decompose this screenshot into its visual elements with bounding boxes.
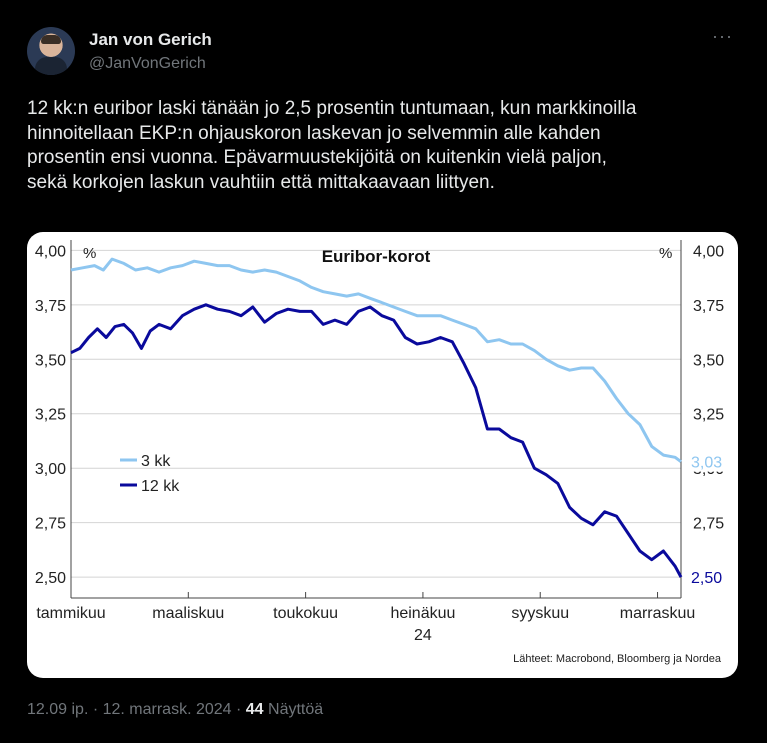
chart-title: Euribor-korot — [322, 247, 431, 266]
separator: · — [231, 701, 246, 718]
author-avatar[interactable] — [27, 27, 75, 75]
y-tick-label-left: 3,50 — [35, 352, 66, 369]
source-note: Lähteet: Macrobond, Bloomberg ja Nordea — [513, 653, 722, 665]
x-tick-label: syyskuu — [511, 605, 569, 622]
x-tick-label: maaliskuu — [152, 605, 224, 622]
x-tick-label: toukokuu — [273, 605, 338, 622]
x-tick-label: marraskuu — [620, 605, 696, 622]
y-tick-label-left: 2,75 — [35, 516, 66, 533]
x-tick-sublabel: 24 — [414, 627, 432, 644]
y-tick-label-left: 3,25 — [35, 407, 66, 424]
end-label: 2,50 — [691, 570, 722, 587]
y-tick-label-right: 3,50 — [693, 352, 724, 369]
y-tick-label-right: 3,25 — [693, 407, 724, 424]
legend-label: 12 kk — [141, 478, 180, 495]
end-label-bg — [685, 449, 729, 472]
y-tick-label-left: 3,75 — [35, 298, 66, 315]
y-tick-label-right: 4,00 — [693, 243, 724, 260]
views-count: 44 — [245, 701, 264, 718]
unit-right: % — [659, 245, 672, 262]
legend-label: 3 kk — [141, 453, 171, 470]
chart-image-card[interactable]: 4,004,003,753,753,503,503,253,253,003,00… — [27, 232, 738, 678]
author-handle[interactable]: @JanVonGerich — [89, 55, 206, 72]
more-horizontal-icon[interactable]: ··· — [712, 26, 733, 46]
views-label: Näyttöä — [263, 701, 324, 718]
end-label-bg — [685, 565, 729, 588]
y-tick-label-left: 3,00 — [35, 461, 66, 478]
series-line-12-kk — [70, 303, 683, 578]
end-label: 3,03 — [691, 455, 722, 472]
tweet-line: 12 kk:n euribor laski tänään jo 2,5 pros… — [27, 98, 637, 119]
series-line-3-kk — [70, 257, 682, 463]
y-tick-label-left: 2,50 — [35, 570, 66, 587]
author-name[interactable]: Jan von Gerich — [89, 30, 212, 49]
x-tick-label: tammikuu — [36, 605, 105, 622]
tweet-meta: 12.09 ip. · 12. marrask. 2024 · 44 Näytt… — [27, 701, 323, 719]
separator: · — [88, 701, 103, 718]
y-tick-label-left: 4,00 — [35, 243, 66, 260]
tweet-line: hinnoitellaan EKP:n ohjauskoron laskevan… — [27, 122, 601, 144]
tweet-date[interactable]: 12. marrask. 2024 — [102, 701, 232, 718]
tweet-text: 12 kk:n euribor laski tänään jo 2,5 pros… — [27, 97, 747, 195]
tweet-line: prosentin ensi vuonna. Epävarmuustekijöi… — [27, 147, 607, 168]
tweet-line: sekä korkojen laskun vauhtiin että mitta… — [27, 171, 495, 193]
avatar-hair — [41, 35, 61, 44]
x-tick-label: heinäkuu — [390, 605, 455, 622]
avatar-suit — [35, 57, 67, 75]
tweet-time[interactable]: 12.09 ip. — [27, 701, 89, 718]
unit-left: % — [83, 245, 96, 262]
euribor-chart: 4,004,003,753,753,503,503,253,253,003,00… — [35, 240, 729, 665]
y-tick-label-right: 3,75 — [693, 298, 724, 315]
y-tick-label-right: 2,75 — [693, 516, 724, 533]
